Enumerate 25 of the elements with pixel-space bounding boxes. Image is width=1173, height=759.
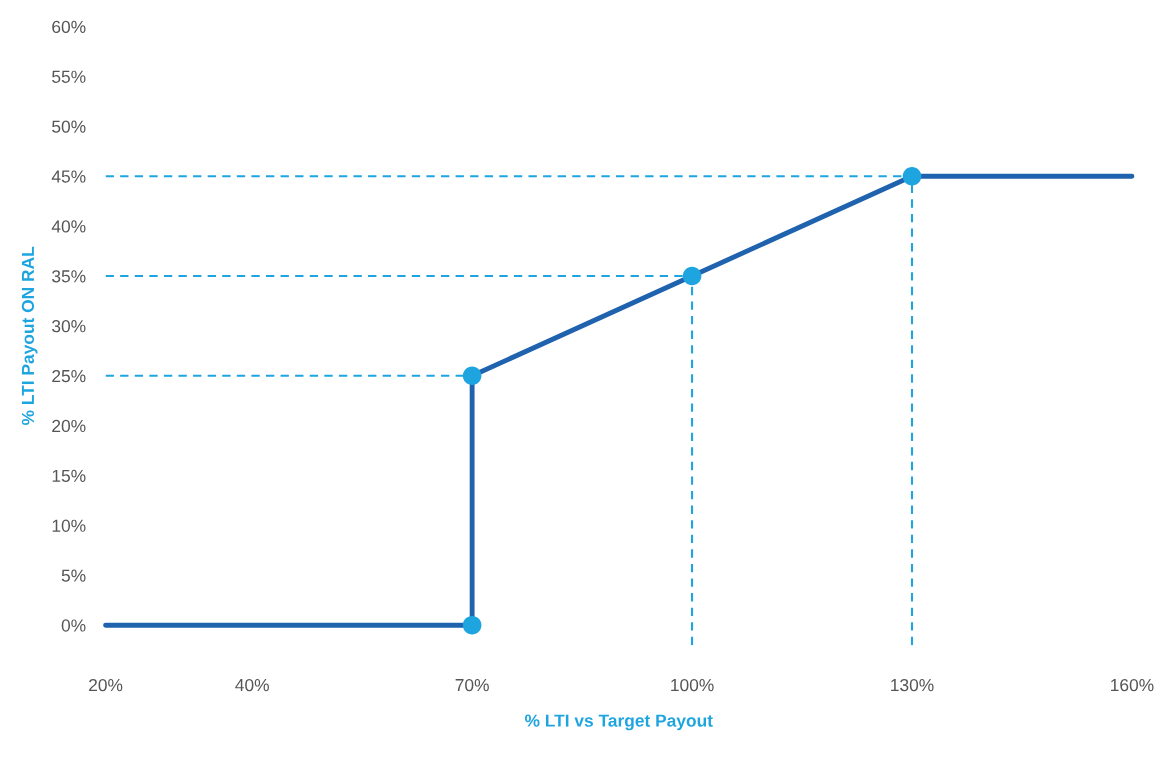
x-tick-label: 100% (671, 678, 714, 692)
point (682, 266, 702, 286)
y-tick-label: 25% (52, 369, 86, 383)
y-tick-label: 10% (52, 519, 86, 532)
point (462, 366, 482, 386)
x-tick-label: 160% (1111, 678, 1154, 692)
y-tick-label: 15% (52, 469, 86, 482)
x-tick-label: 130% (891, 678, 934, 692)
y-tick-label: 30% (52, 320, 86, 333)
point (462, 615, 482, 635)
y-tick-label: 5% (61, 569, 86, 582)
x-tick-label: 40% (235, 678, 269, 692)
x-tick-label: 70% (455, 678, 489, 692)
y-tick-label: 45% (51, 170, 86, 183)
y-tick-label: 35% (52, 270, 86, 283)
y-tick-label: 55% (52, 70, 86, 83)
y-tick-label: 0% (61, 619, 86, 632)
x-tick-label: 20% (89, 678, 123, 692)
x-axis-title: % LTI vs Target Payout (524, 714, 713, 731)
y-tick-label: 50% (52, 120, 86, 133)
y-tick-label: 60% (52, 20, 86, 34)
y-tick-label: 20% (52, 419, 86, 433)
y-axis-title: % LTI Payout ON RAL (21, 246, 38, 425)
point (902, 166, 922, 186)
y-tick-label: 40% (51, 220, 86, 233)
